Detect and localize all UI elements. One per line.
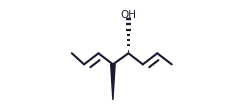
Text: OH: OH [121, 10, 136, 20]
Polygon shape [111, 64, 115, 100]
